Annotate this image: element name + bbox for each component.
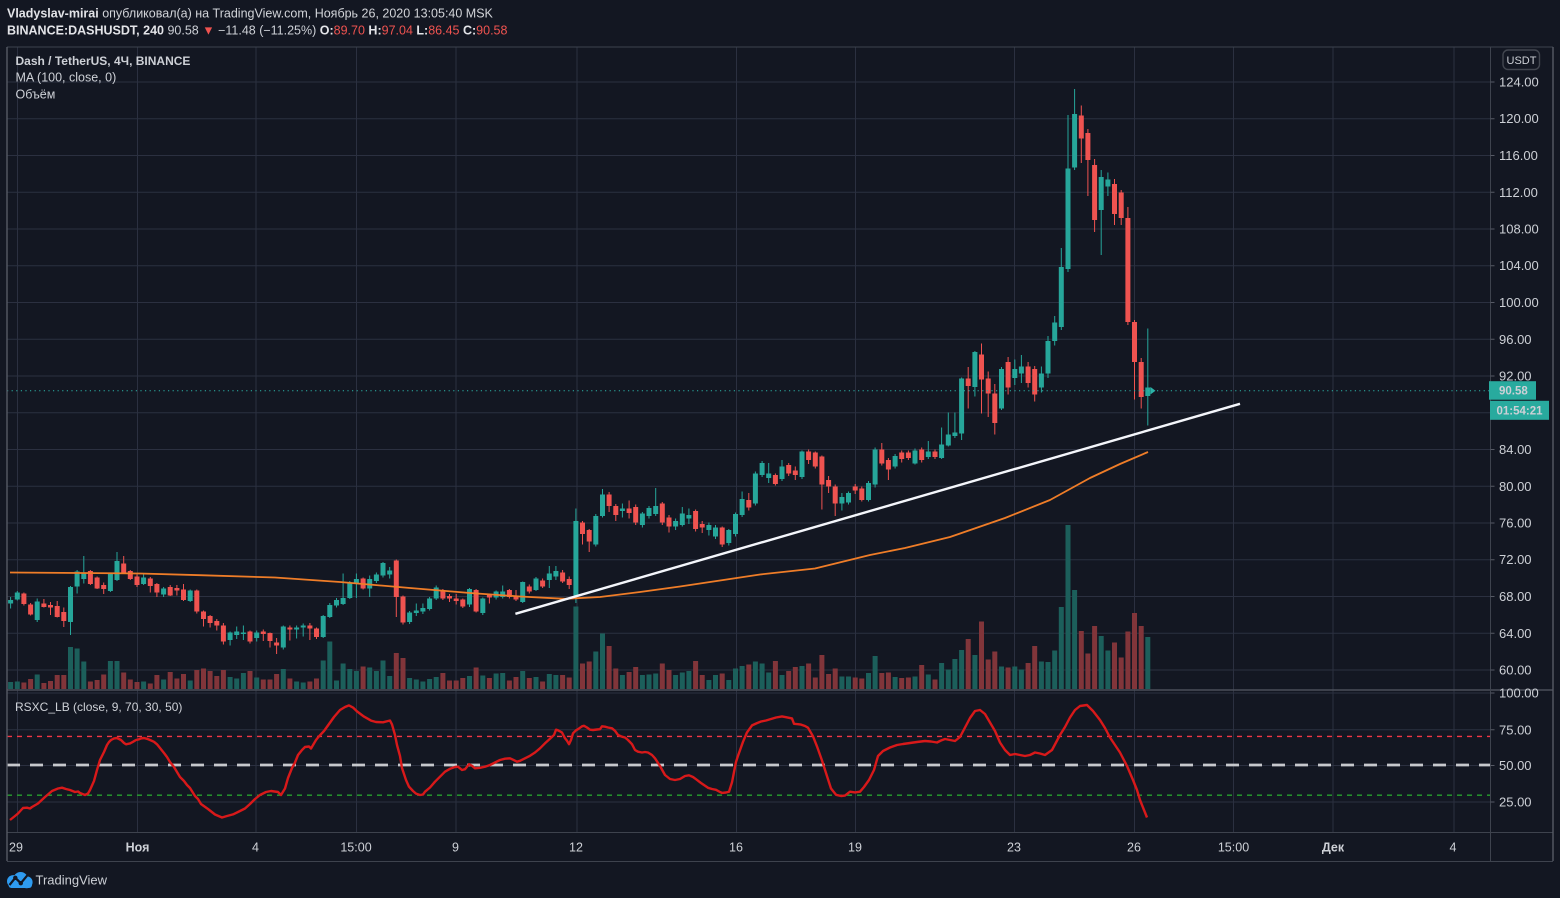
svg-text:15:00: 15:00 [1218,841,1249,855]
svg-text:BINANCE:DASHUSDT, 240 90.58 ▼: BINANCE:DASHUSDT, 240 90.58 ▼ −11.48 (−1… [7,24,508,38]
svg-text:90.58: 90.58 [1499,386,1528,398]
svg-text:120.00: 120.00 [1499,111,1539,126]
svg-text:19: 19 [848,841,862,855]
svg-text:60.00: 60.00 [1499,663,1532,678]
svg-text:01:54:21: 01:54:21 [1497,406,1544,418]
svg-text:75.00: 75.00 [1499,722,1532,737]
svg-text:12: 12 [569,841,583,855]
svg-text:RSXC_LB (close, 9, 70, 30, 50): RSXC_LB (close, 9, 70, 30, 50) [15,700,182,714]
svg-text:Дек: Дек [1322,841,1345,855]
svg-text:26: 26 [1127,841,1141,855]
svg-text:92.00: 92.00 [1499,369,1532,384]
svg-text:16: 16 [729,841,743,855]
svg-text:112.00: 112.00 [1499,185,1538,200]
svg-text:84.00: 84.00 [1499,442,1532,457]
svg-text:TradingView: TradingView [36,873,108,888]
svg-text:USDT: USDT [1507,55,1537,67]
svg-text:29: 29 [9,841,23,855]
svg-text:25.00: 25.00 [1499,795,1532,810]
svg-text:104.00: 104.00 [1499,258,1539,273]
svg-text:4: 4 [252,841,259,855]
svg-text:MA (100, close, 0): MA (100, close, 0) [16,71,117,85]
svg-text:15:00: 15:00 [340,841,371,855]
svg-text:9: 9 [452,841,459,855]
svg-text:116.00: 116.00 [1499,148,1538,163]
svg-text:68.00: 68.00 [1499,589,1532,604]
svg-text:Объём: Объём [16,88,56,102]
svg-text:23: 23 [1007,841,1021,855]
svg-text:Dash / TetherUS, 4Ч, BINANCE: Dash / TetherUS, 4Ч, BINANCE [16,54,191,68]
svg-text:Ноя: Ноя [126,841,150,855]
svg-text:Vladyslav-mirai опубликовал(а): Vladyslav-mirai опубликовал(а) на Tradin… [7,7,494,21]
svg-text:50.00: 50.00 [1499,758,1532,773]
svg-text:72.00: 72.00 [1499,552,1532,567]
svg-text:108.00: 108.00 [1499,222,1539,237]
svg-text:124.00: 124.00 [1499,75,1539,90]
svg-text:80.00: 80.00 [1499,479,1532,494]
svg-text:96.00: 96.00 [1499,332,1532,347]
svg-text:100.00: 100.00 [1499,686,1539,701]
svg-text:100.00: 100.00 [1499,295,1539,310]
svg-text:76.00: 76.00 [1499,516,1532,531]
svg-text:4: 4 [1450,841,1457,855]
svg-text:64.00: 64.00 [1499,626,1532,641]
